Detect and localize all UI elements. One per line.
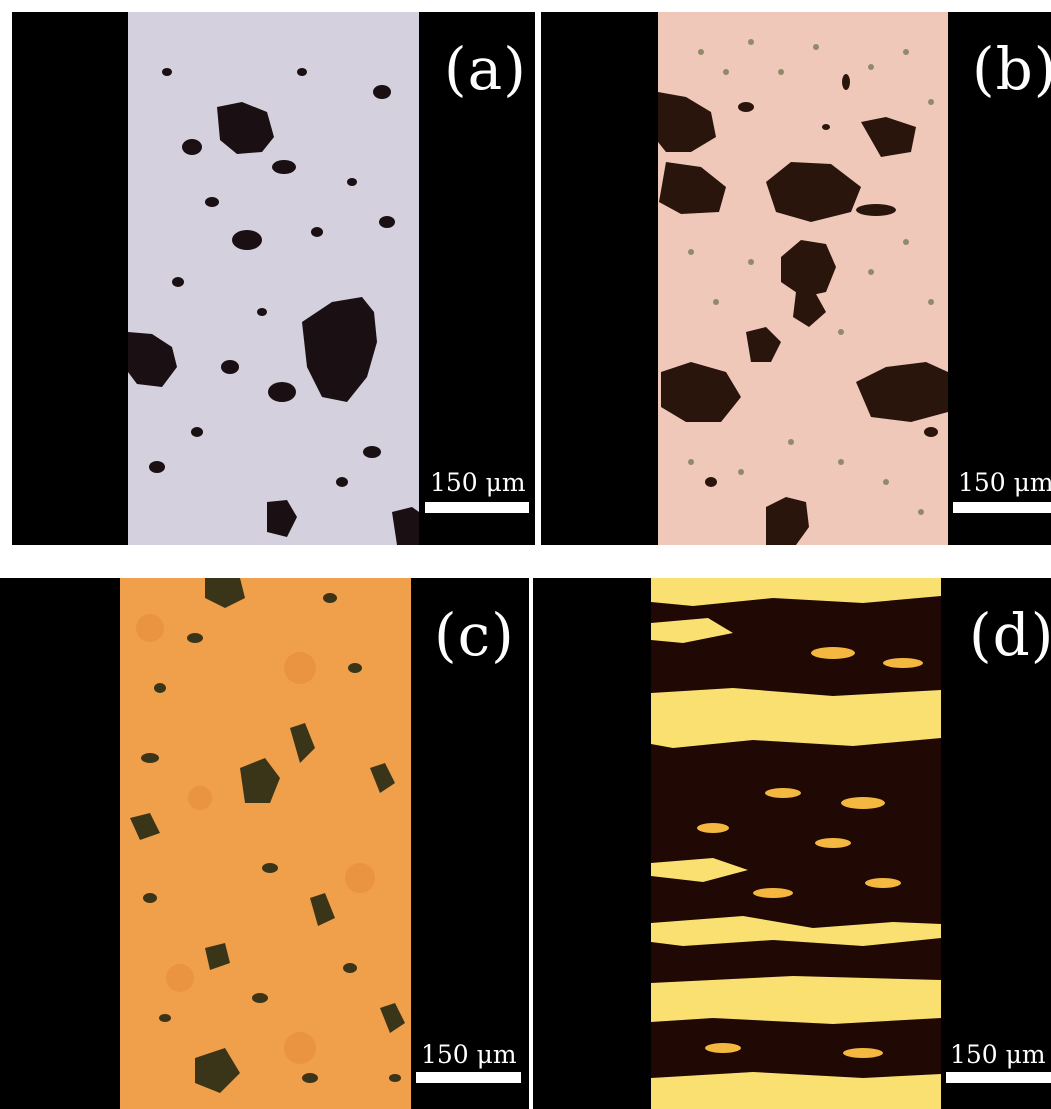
micrograph-image-a [128,12,419,545]
scale-bar-b [953,502,1051,513]
scale-bar-text-c: 150 μm [421,1040,517,1069]
micrograph-image-c [120,578,411,1109]
panel-label-d: (d) [969,601,1051,669]
micrograph-panel-b: (b) 150 μm [541,12,1051,545]
scale-bar-a [425,502,529,513]
panel-label-b: (b) [972,35,1051,103]
scale-bar-text-d: 150 μm [950,1040,1046,1069]
micrograph-image-d [651,578,941,1109]
micrograph-panel-c: (c) 150 μm [0,578,529,1109]
micrograph-panel-a: (a) 150 μm [12,12,535,545]
scale-bar-text-a: 150 μm [430,468,526,497]
panel-label-a: (a) [444,35,527,103]
scale-bar-c [416,1072,521,1083]
scale-bar-d [946,1072,1051,1083]
micrograph-panel-d: (d) 150 μm [533,578,1051,1109]
micrograph-image-b [658,12,948,545]
panel-label-c: (c) [434,601,515,669]
scale-bar-text-b: 150 μm [958,468,1051,497]
